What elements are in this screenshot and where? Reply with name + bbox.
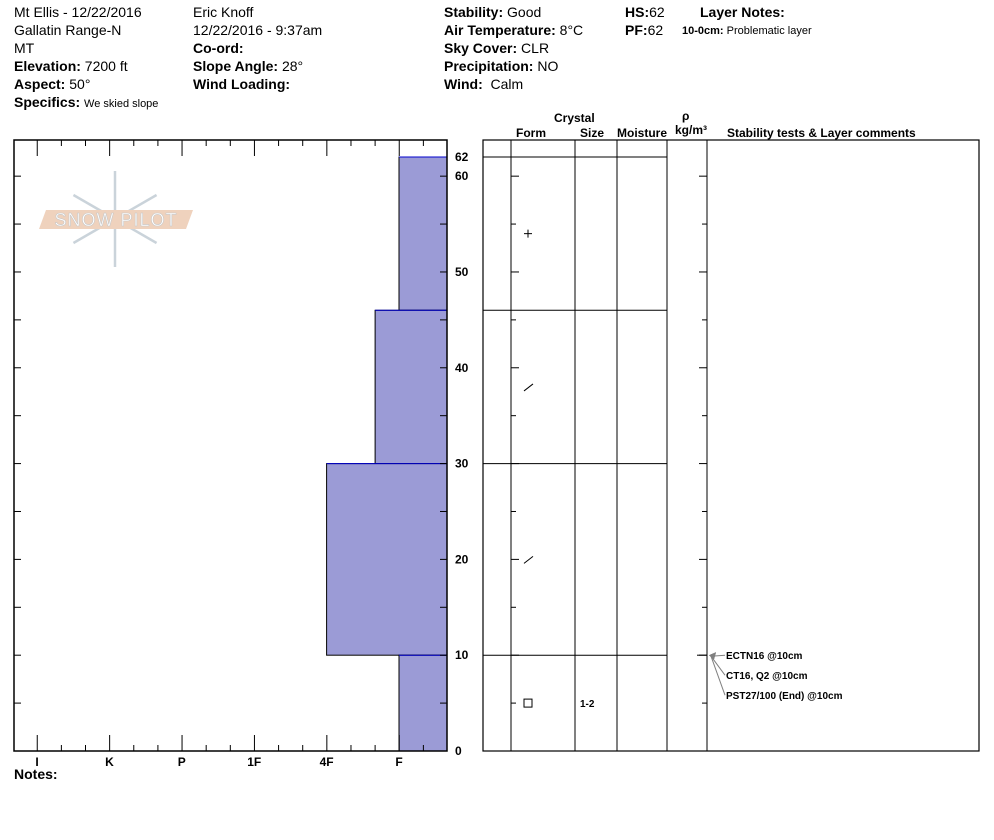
stability-label: Stability: — [444, 4, 504, 20]
range: Gallatin Range-N — [14, 22, 122, 38]
aspect: Aspect: 50° — [14, 75, 90, 93]
elevation: Elevation: 7200 ft — [14, 57, 128, 75]
hardness-label-P: P — [178, 755, 186, 769]
observer: Eric Knoff — [193, 4, 254, 20]
elevation-value: 7200 ft — [84, 58, 128, 74]
aspect-value: 50° — [69, 76, 91, 92]
pf-label: PF: — [625, 22, 648, 38]
stability-value: Good — [507, 4, 542, 20]
height-label-30: 30 — [455, 457, 469, 471]
hardness-layer-2 — [326, 463, 448, 656]
pf-value: 62 — [647, 22, 664, 38]
slope-label: Slope Angle: — [193, 58, 279, 74]
height-label-60: 60 — [455, 169, 469, 183]
height-label-62: 62 — [455, 150, 469, 164]
slope-angle: Slope Angle: 28° — [193, 57, 303, 75]
wind: Wind: Calm — [444, 75, 523, 93]
hardness-label-1F: 1F — [247, 755, 261, 769]
slope-value: 28° — [281, 58, 304, 74]
hardness-label-F: F — [395, 755, 402, 769]
header-moisture: Moisture — [617, 126, 668, 140]
stability-test: ECTN16 @10cm — [726, 651, 803, 662]
height-label-50: 50 — [455, 265, 469, 279]
hardness-label-K: K — [105, 755, 114, 769]
aspect-label: Aspect: — [14, 76, 66, 92]
coord-label: Co-ord: — [193, 40, 244, 56]
hardness-label-I: I — [35, 755, 38, 769]
crystal-size: 1-2 — [580, 699, 595, 710]
air-temp: Air Temperature: 8°C — [444, 21, 583, 39]
datetime: 12/22/2016 - 9:37am — [193, 22, 323, 38]
logo-text: SNOW PILOT — [54, 210, 177, 230]
stability-test: PST27/100 (End) @10cm — [726, 691, 843, 702]
location: Mt Ellis - 12/22/2016 — [14, 4, 142, 20]
crystal-form-slash-icon — [523, 555, 534, 564]
layer-note-range: 10-0cm: — [682, 25, 724, 37]
specifics: Specifics: We skied slope — [14, 93, 158, 113]
sky-label: Sky Cover: — [444, 40, 518, 56]
arrowhead-icon — [709, 652, 716, 660]
hs-label: HS: — [625, 4, 650, 20]
air-temp-label: Air Temperature: — [444, 22, 556, 38]
header-comments: Stability tests & Layer comments — [727, 126, 916, 140]
stability: Stability: Good — [444, 3, 541, 21]
sky-cover: Sky Cover: CLR — [444, 39, 549, 57]
logo-banner — [39, 210, 193, 229]
height-label-10: 10 — [455, 648, 469, 662]
header-crystal: Crystal — [554, 111, 595, 125]
sky-value: CLR — [521, 40, 550, 56]
header-form: Form — [516, 126, 546, 140]
crystal-form-square-icon — [523, 698, 533, 708]
header-density: kg/m³ — [675, 123, 708, 137]
layer-note-text: Problematic layer — [726, 25, 812, 37]
test-arrow-line — [710, 656, 726, 696]
precip-label: Precipitation: — [444, 58, 534, 74]
height-label-20: 20 — [455, 552, 469, 566]
crystal-form-slash-icon — [523, 383, 534, 392]
pf: PF:62 — [625, 21, 663, 39]
stability-test: CT16, Q2 @10cm — [726, 671, 808, 682]
header-size: Size — [580, 126, 605, 140]
specifics-value: We skied slope — [84, 98, 159, 110]
state: MT — [14, 40, 35, 56]
hs: HS:62 — [625, 3, 665, 21]
test-arrow-line — [710, 655, 726, 676]
hardness-layer-0 — [398, 156, 448, 311]
wind-loading-label: Wind Loading: — [193, 76, 291, 92]
wind-label: Wind: — [444, 76, 483, 92]
height-label-0: 0 — [455, 744, 462, 758]
header-rho: ρ — [682, 109, 690, 123]
hardness-label-4F: 4F — [320, 755, 334, 769]
wind-value: Calm — [490, 76, 524, 92]
layer-table-frame — [482, 139, 980, 752]
height-label-40: 40 — [455, 361, 469, 375]
specifics-label: Specifics: — [14, 94, 81, 110]
notes-label: Notes: — [14, 766, 58, 782]
precip-value: NO — [537, 58, 559, 74]
precipitation: Precipitation: NO — [444, 57, 558, 75]
hs-value: 62 — [649, 4, 665, 20]
air-temp-value: 8°C — [559, 22, 584, 38]
layer-note: 10-0cm: Problematic layer — [682, 22, 812, 40]
hardness-layer-3 — [398, 654, 448, 752]
elevation-label: Elevation: — [14, 58, 81, 74]
layer-notes-label: Layer Notes: — [700, 4, 785, 20]
hardness-layer-1 — [374, 309, 448, 465]
